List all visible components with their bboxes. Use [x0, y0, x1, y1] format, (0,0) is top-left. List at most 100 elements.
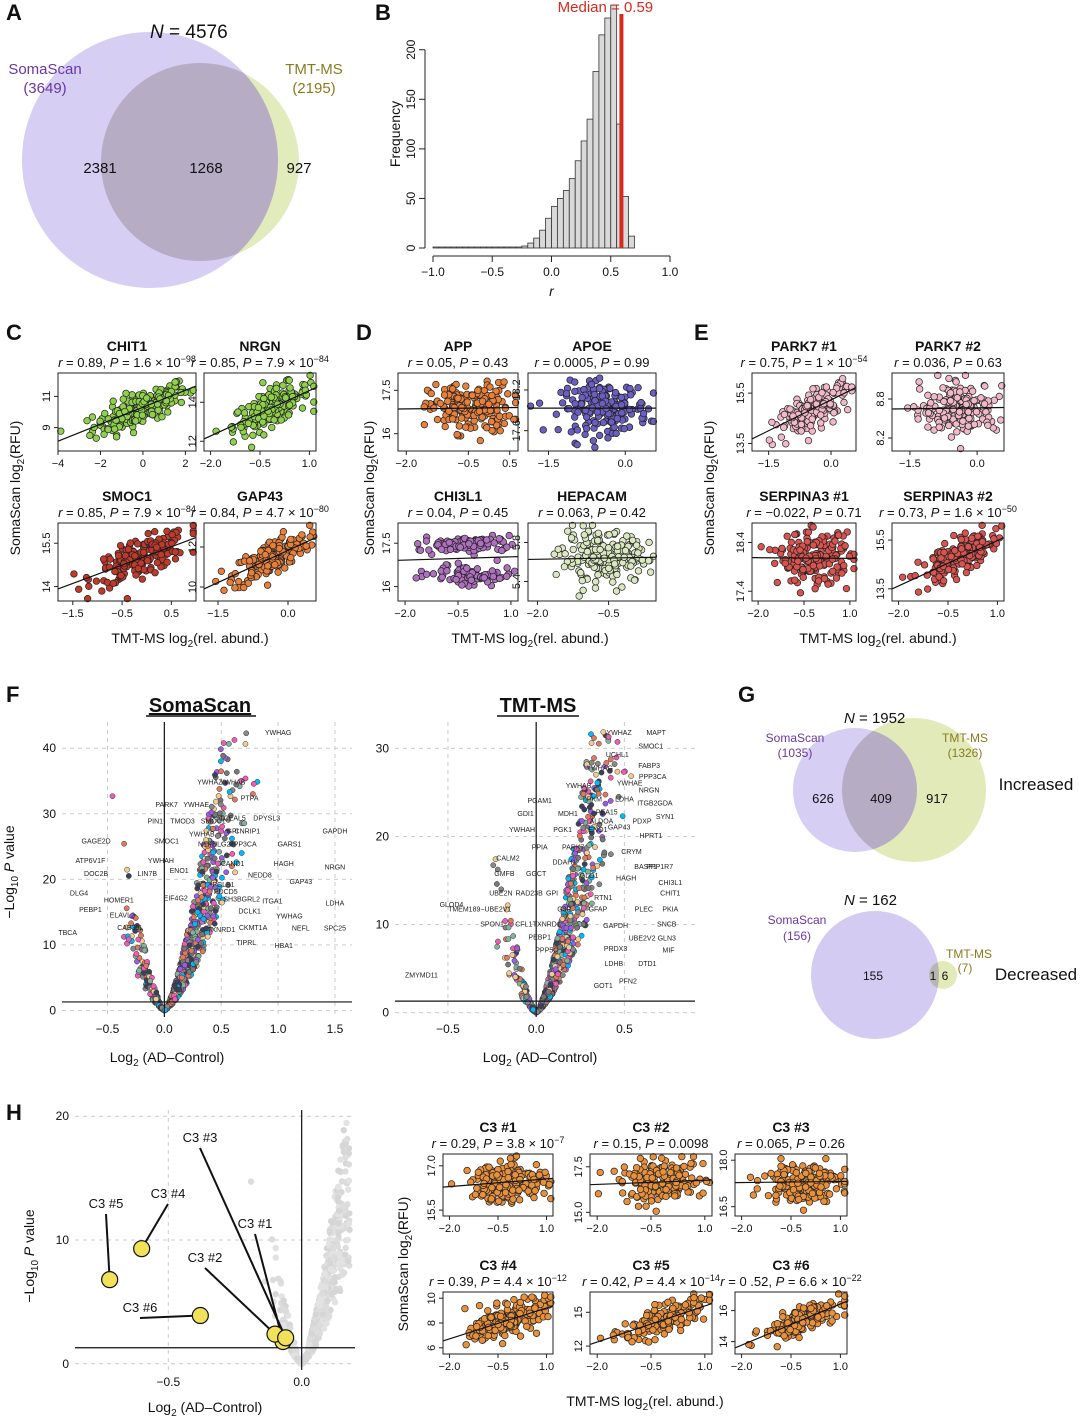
scatter-point	[143, 394, 151, 402]
x-tick-label: −1.5	[62, 608, 84, 620]
scatter-point	[804, 436, 813, 445]
scatter-point	[817, 411, 825, 419]
scatter-point	[822, 1155, 830, 1163]
scatter-point	[143, 557, 152, 565]
scatter-point	[806, 422, 815, 430]
stat-label: r = −0.022, P = 0.71	[746, 505, 861, 520]
scatter-point	[973, 561, 981, 570]
scatter-point	[578, 393, 586, 402]
scatter-point	[594, 529, 602, 537]
hist-bar	[604, 17, 612, 249]
scatter-point	[429, 570, 438, 578]
volcano-point	[596, 881, 603, 888]
scatter-point	[259, 379, 267, 387]
hist-bar	[545, 217, 552, 249]
scatter-point	[947, 433, 956, 441]
scatter-point	[838, 569, 846, 577]
scatter-point	[662, 1192, 670, 1201]
scatter-point	[944, 565, 953, 574]
y-tick-label: 6	[426, 1345, 438, 1351]
scatter-point	[799, 565, 807, 574]
scatter-point	[837, 1172, 845, 1180]
scatter-point	[930, 393, 938, 401]
scatter-point	[681, 1183, 690, 1191]
scatter-point	[924, 423, 932, 431]
y-tick-label: 16	[381, 580, 393, 592]
scatter-point	[153, 543, 161, 551]
x-tick-label: 1.0	[503, 608, 518, 620]
volcano-point	[153, 989, 160, 996]
scatter-point	[773, 1319, 782, 1328]
scatter-point	[786, 1326, 794, 1334]
stat-label: r = 0 .52, P = 6.6 × 10−22	[720, 1273, 861, 1289]
gene-label: HBA1	[275, 943, 293, 950]
y-tick-label: 13.5	[875, 578, 887, 599]
scatter-point	[234, 408, 242, 416]
scatter-point	[455, 422, 463, 430]
scatter-point	[92, 577, 101, 585]
scatter-point	[474, 386, 482, 395]
x-tick-label: −2.0	[747, 608, 769, 620]
plot-frame	[57, 522, 197, 602]
venn-a-both: 1268	[189, 160, 222, 177]
y-tick-label: 14	[187, 396, 199, 408]
scatter-point	[830, 409, 838, 417]
scatter-point	[746, 1173, 755, 1181]
scatter-point	[646, 568, 655, 576]
scatter-point	[766, 546, 774, 554]
gene-label: GAPDH	[322, 828, 347, 835]
scatter-point	[627, 391, 635, 399]
scatter-point	[541, 1291, 549, 1299]
scatter-point	[164, 408, 172, 416]
y-tick-label: 17.5	[381, 533, 393, 554]
scatter-point	[569, 545, 577, 554]
scatter-point	[623, 1197, 631, 1206]
scatter-point	[515, 1196, 524, 1204]
volcano-point	[199, 931, 205, 938]
volcano-point	[218, 758, 224, 765]
y-tick-label: 50	[404, 191, 418, 205]
scatter-point	[448, 415, 457, 423]
scatter-point	[680, 1162, 688, 1171]
volcano-point	[171, 982, 178, 989]
gene-label: LIN7B	[138, 871, 158, 878]
hist-bar	[456, 246, 464, 249]
scatter-point	[463, 398, 471, 406]
volcano-point	[574, 865, 581, 872]
scatter-point	[177, 398, 186, 407]
gene-label: ITGA1	[262, 899, 282, 906]
gene-label: PEBP1	[79, 907, 102, 914]
volcano-point	[250, 781, 257, 787]
venn-a-right-only: 927	[286, 160, 311, 177]
scatter-point	[804, 528, 813, 536]
scatter-point	[100, 430, 108, 438]
plot-title: SERPINA3 #2	[903, 488, 993, 504]
scatter-point	[575, 592, 583, 600]
scatter-point	[493, 1299, 501, 1307]
gene-label: DOC2B	[84, 871, 108, 878]
volcano-point	[130, 945, 137, 952]
volcano-point	[219, 874, 225, 881]
x-tick-label: 0.0	[823, 458, 838, 470]
gene-label: ELAVL2	[110, 912, 135, 919]
scatter-point	[532, 1329, 541, 1337]
plot-title: PARK7 #2	[915, 338, 981, 354]
scatter-point	[524, 1187, 532, 1195]
y-tick-label: 100	[404, 139, 418, 159]
hist-bar	[586, 118, 594, 249]
scatter-point	[787, 538, 796, 546]
scatter-point	[217, 567, 226, 575]
scatter-point	[422, 570, 431, 578]
scatter-point	[88, 413, 97, 421]
scatter-point	[958, 560, 966, 568]
scatter-point	[240, 409, 249, 417]
scatter-point	[475, 407, 484, 415]
volcano-point	[210, 849, 217, 856]
scatter-point	[606, 384, 614, 392]
scatter-point	[504, 1167, 512, 1176]
scatter-point	[578, 577, 586, 585]
scatter-point	[516, 1332, 525, 1340]
x-tick-label: 1.0	[697, 1361, 712, 1373]
x-tick-label: 1.5	[327, 1022, 344, 1036]
scatter-point	[598, 399, 607, 408]
